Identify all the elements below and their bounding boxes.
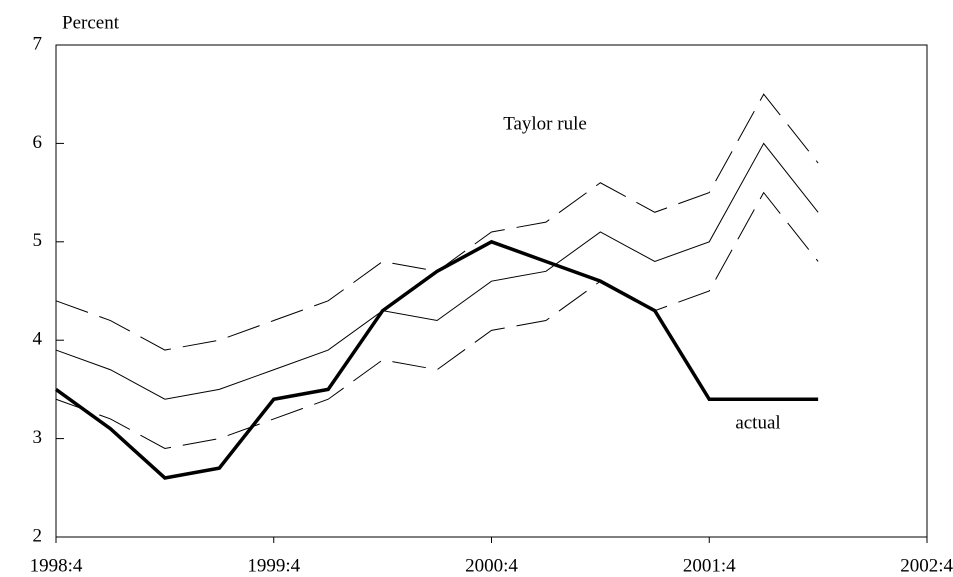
y-tick-label: 6: [33, 132, 43, 153]
x-tick-label: 2000:4: [465, 555, 518, 576]
y-tick-label: 5: [33, 230, 43, 251]
x-tick-label: 1998:4: [30, 555, 83, 576]
x-tick-label: 1999:4: [247, 555, 300, 576]
series-line: [54, 239, 819, 480]
series-line: [55, 93, 819, 351]
y-tick-label: 2: [33, 525, 43, 546]
series-label: Taylor rule: [503, 113, 587, 134]
y-tick-label: 7: [33, 33, 43, 54]
y-tick-label: 4: [33, 329, 43, 350]
series-line: [55, 142, 819, 400]
y-axis-label: Percent: [62, 12, 120, 33]
series-line: [55, 191, 819, 449]
x-tick-label: 2001:4: [683, 555, 736, 576]
series-label: actual: [735, 412, 780, 433]
x-tick-label: 2002:4: [900, 555, 953, 576]
plot-frame: [55, 44, 928, 538]
y-tick-label: 3: [33, 427, 43, 448]
